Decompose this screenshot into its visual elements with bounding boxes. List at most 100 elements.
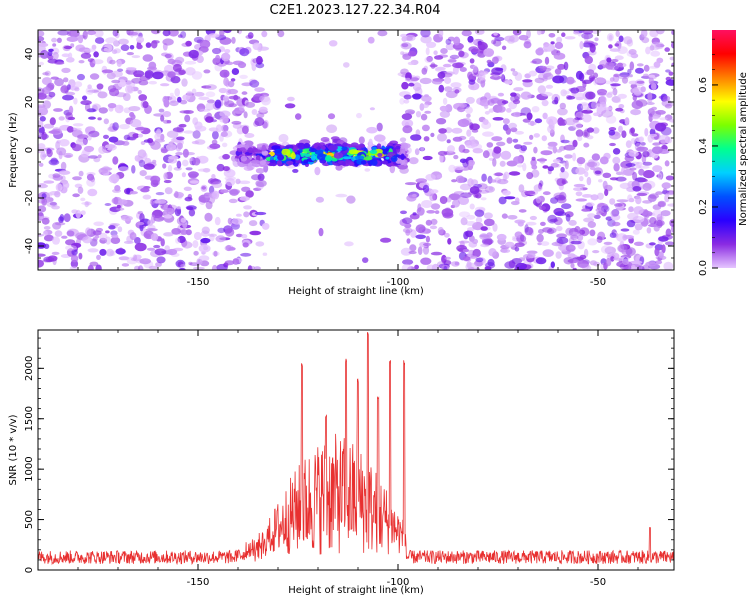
snr-xlabel: Height of straight line (km) <box>288 585 424 596</box>
heatmap-cell <box>556 236 569 245</box>
heatmap-cell <box>606 57 612 63</box>
heatmap-cell <box>131 55 141 59</box>
heatmap-cell <box>143 163 155 170</box>
heatmap-cell <box>140 187 150 193</box>
heatmap-cell <box>61 235 68 239</box>
heatmap-cell <box>451 261 460 267</box>
heatmap-cell <box>645 102 655 105</box>
colorbar-gradient <box>712 30 736 268</box>
heatmap-cell <box>120 44 130 51</box>
heatmap-signal-cell <box>331 158 338 162</box>
heatmap-cell <box>447 36 455 42</box>
heatmap-cell <box>649 45 655 51</box>
heatmap-cell <box>222 115 229 124</box>
heatmap-cell <box>449 54 460 60</box>
heatmap-cell <box>469 58 475 64</box>
heatmap-cell <box>75 138 88 146</box>
heatmap-cell <box>438 84 445 93</box>
heatmap-cell <box>104 203 112 206</box>
heatmap-cell <box>540 221 546 226</box>
heatmap-cell <box>647 134 654 143</box>
heatmap-cell <box>547 141 558 147</box>
heatmap-cell <box>474 209 485 217</box>
heatmap-cell <box>376 122 383 132</box>
heatmap-cell <box>528 70 537 77</box>
heatmap-cell <box>248 220 258 227</box>
heatmap-cell <box>664 47 670 52</box>
heatmap-cell <box>175 152 184 156</box>
heatmap-cell <box>41 217 50 225</box>
heatmap-cell <box>238 106 245 112</box>
heatmap-cell <box>652 142 661 146</box>
heatmap-cell <box>489 186 494 191</box>
heatmap-cell <box>575 111 584 118</box>
heatmap-cell <box>42 100 52 109</box>
spectrogram-xlabel: Height of straight line (km) <box>288 286 424 297</box>
heatmap-cell <box>629 61 635 71</box>
heatmap-cell <box>129 45 135 50</box>
heatmap-cell <box>228 247 236 251</box>
heatmap-cell <box>665 192 674 196</box>
heatmap-cell <box>221 124 229 132</box>
heatmap-cell <box>422 184 430 193</box>
heatmap-cell <box>146 247 156 251</box>
heatmap-cell <box>638 165 650 169</box>
heatmap-cell <box>489 179 497 183</box>
heatmap-cell <box>550 261 555 269</box>
heatmap-cell <box>442 63 452 68</box>
heatmap-cell <box>651 106 657 111</box>
heatmap-cell <box>62 77 69 83</box>
heatmap-cell <box>153 215 165 222</box>
heatmap-cell <box>133 254 142 260</box>
heatmap-cell <box>556 178 566 186</box>
heatmap-cell <box>575 191 583 197</box>
heatmap-cell <box>405 77 411 82</box>
heatmap-cell <box>284 103 296 109</box>
heatmap-cell <box>486 59 492 64</box>
heatmap-cell <box>409 213 420 220</box>
heatmap-cell <box>177 96 182 103</box>
heatmap-cell <box>400 210 407 215</box>
heatmap-cell <box>612 257 624 261</box>
heatmap-cell <box>193 266 205 270</box>
heatmap-cell <box>172 63 182 72</box>
heatmap-cell <box>658 236 669 242</box>
heatmap-cell <box>61 67 71 73</box>
heatmap-cell <box>493 39 502 47</box>
heatmap-cell <box>176 160 182 169</box>
heatmap-cell <box>59 139 70 147</box>
heatmap-cell <box>97 154 102 159</box>
heatmap-cell <box>531 169 540 178</box>
heatmap-cell <box>167 71 176 78</box>
heatmap-cell <box>447 59 457 63</box>
heatmap-cell <box>471 238 479 245</box>
heatmap-cell <box>554 96 559 105</box>
heatmap-cell <box>524 224 529 233</box>
heatmap-cell <box>404 34 416 42</box>
heatmap-cell <box>565 244 576 252</box>
heatmap-cell <box>512 70 518 77</box>
heatmap-cell <box>506 137 513 144</box>
heatmap-cell <box>107 103 117 109</box>
heatmap-cell <box>52 236 60 245</box>
heatmap-cell <box>454 89 460 94</box>
heatmap-cell <box>66 57 75 63</box>
heatmap-cell <box>42 230 48 236</box>
heatmap-cell <box>494 36 505 42</box>
figure-title: C2E1.2023.127.22.34.R04 <box>269 3 440 18</box>
heatmap-cell <box>626 39 634 47</box>
heatmap-cell <box>41 193 47 199</box>
heatmap-cell <box>492 223 498 232</box>
heatmap-cell <box>484 186 495 193</box>
heatmap-cell <box>203 69 211 74</box>
heatmap-cell <box>582 194 593 198</box>
heatmap-cell <box>243 211 250 218</box>
heatmap-cell <box>496 141 506 147</box>
heatmap-cell <box>493 32 498 36</box>
heatmap-cell <box>492 158 497 167</box>
heatmap-cell <box>126 256 138 265</box>
heatmap-cell <box>101 69 114 74</box>
heatmap-cell <box>212 47 222 55</box>
heatmap-cell <box>447 238 452 245</box>
heatmap-cell <box>380 237 392 243</box>
